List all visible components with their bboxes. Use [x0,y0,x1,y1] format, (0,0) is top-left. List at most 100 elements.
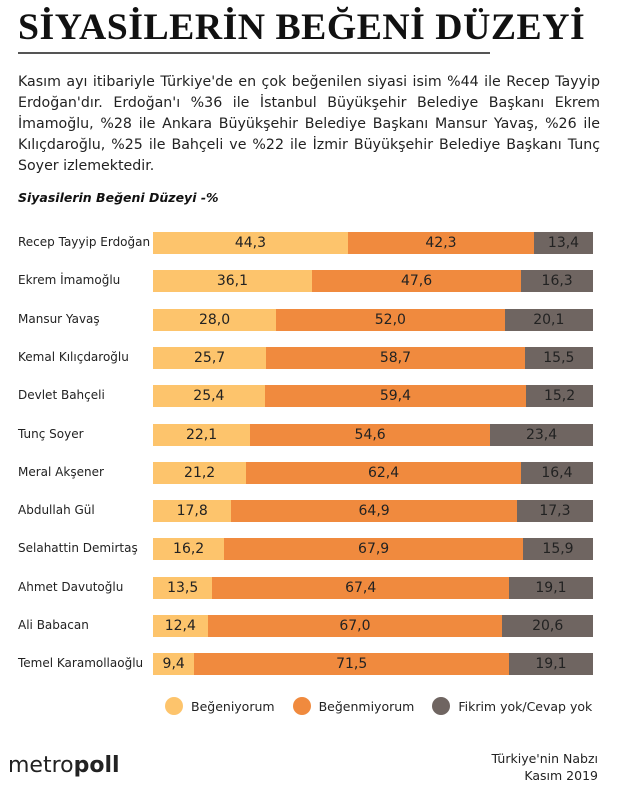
legend-dot-icon [165,697,183,715]
title-underline [18,52,490,54]
bar-segment [524,346,594,369]
bar-segment [266,346,526,369]
bar-segment [508,576,594,599]
data-label: 71,5 [336,656,368,673]
bar-segment [520,461,594,484]
bar-segment [231,500,518,523]
intro-paragraph: Kasım ayı itibariyle Türkiye'de en çok b… [18,74,600,174]
logo-light: metro [8,753,74,778]
data-label: 16,2 [173,541,205,558]
bar-segment [153,423,251,446]
source-line-2: Kasım 2019 [524,768,598,783]
category-label: Devlet Bahçeli [18,388,105,403]
bar-segment [508,653,594,676]
data-label: 58,7 [379,349,412,366]
data-label: 21,2 [184,464,216,481]
logo-bold: poll [73,753,120,778]
legend: Beğeniyorum Beğenmiyorum Fikrim yok/Cevap … [165,697,592,715]
bar-segment [212,576,510,599]
bar-segment [153,653,195,676]
bar-segment [264,385,527,408]
data-label: 12,4 [164,618,196,634]
data-label: 25,7 [194,349,226,366]
bar-segment [502,615,594,637]
category-label: Kemal Kılıçdaroğlu [18,349,129,364]
data-label: 13,4 [547,235,580,251]
data-label: 16,4 [541,464,573,481]
bar-segment [276,308,506,331]
bar-segment [153,500,232,523]
bar-segment [526,385,594,408]
bar-segment [153,576,213,599]
bar-segment [194,653,510,676]
bar-segment [153,232,349,254]
source-line-1: Türkiye'nin Nabzı [491,751,599,766]
chart-title: Siyasilerin Beğeni Düzeyi -% [18,190,219,205]
bar-segment [153,461,247,484]
legend-label: Beğenmiyorum [318,698,415,714]
category-label: Ahmet Davutoğlu [18,579,124,594]
bar-segment [153,346,267,369]
bar-segment [521,270,594,293]
category-label: Ekrem İmamoğlu [18,273,121,288]
data-label: 47,6 [400,273,433,290]
category-label: Recep Tayyip Erdoğan [18,235,151,249]
data-label: 54,6 [354,426,386,443]
bar-segment [311,270,522,293]
bar-segment [207,615,503,637]
legend-dot-icon [292,697,311,715]
page-title: SİYASİLERİN BEĞENİ DÜZEYİ [18,7,586,48]
data-label: 9,4 [162,656,185,673]
data-label: 59,4 [379,388,412,405]
data-label: 20,1 [533,311,565,328]
bar-segment [516,500,594,523]
data-label: 13,5 [167,579,199,596]
category-label: Meral Akşener [18,464,104,479]
data-label: 22,1 [185,426,218,443]
legend-item: Beğenmiyorum [292,697,415,715]
category-label: Selahattin Demirtaş [18,541,138,556]
category-label: Temel Karamollaoğlu [18,656,144,671]
data-label: 52,0 [374,311,406,328]
data-label: 15,9 [542,541,574,558]
legend-dot-icon [432,697,451,715]
data-label: 44,3 [234,235,267,251]
data-label: 67,9 [358,541,390,558]
data-label: 15,2 [543,388,576,405]
bar-segment [224,538,524,561]
bar-segment [523,538,594,561]
data-label: 64,9 [358,503,390,520]
category-label: Mansur Yavaş [18,311,100,326]
data-label: 17,3 [539,503,571,520]
bar-segment [490,423,594,446]
bar-segment [153,308,277,331]
data-label: 17,8 [176,503,208,520]
data-label: 16,3 [541,273,573,290]
data-label: 28,0 [198,311,231,328]
legend-label: Beğeniyorum [191,698,275,714]
category-label: Ali Babacan [18,618,89,632]
legend-item: Beğeniyorum [165,697,275,715]
bar-segment [153,270,313,293]
data-label: 67,0 [339,618,371,634]
bar-segment [504,308,594,331]
data-label: 19,1 [535,579,567,596]
bar-segment [347,232,535,254]
category-label: Abdullah Gül [18,503,95,518]
legend-item: Fikrim yok/Cevap yok [432,697,592,715]
data-label: 15,5 [543,349,575,366]
legend-label: Fikrim yok/Cevap yok [458,698,593,714]
data-label: 36,1 [216,273,248,290]
category-label: Tunç Soyer [18,426,84,441]
data-label: 67,4 [345,579,377,596]
bar-segment [153,615,209,637]
data-label: 19,1 [535,656,567,673]
metropoll-logo: metropoll [8,753,120,778]
bar-segment [250,423,491,446]
data-label: 42,3 [425,235,457,251]
data-label: 62,4 [367,464,400,481]
bar-segment [534,232,594,254]
bar-segment [246,461,522,484]
bar-segment [153,538,225,561]
source: Türkiye'nin Nabzı Kasım 2019 [492,750,599,784]
